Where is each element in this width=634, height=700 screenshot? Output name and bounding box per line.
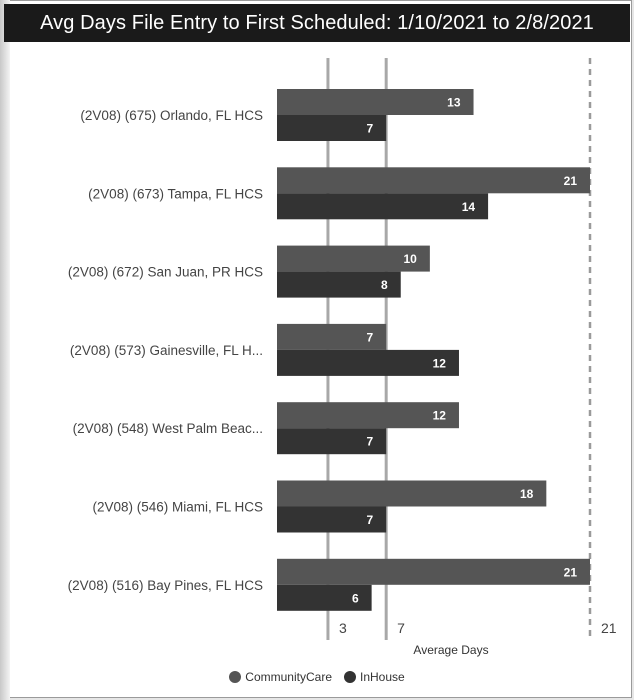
category-label: (2V08) (675) Orlando, FL HCS <box>80 108 263 123</box>
bar-inhouse <box>277 428 387 455</box>
x-axis-title: Average Days <box>413 643 488 657</box>
data-label-inhouse: 7 <box>366 513 373 527</box>
chart-title: Avg Days File Entry to First Scheduled: … <box>40 11 594 34</box>
left-edge-shadow <box>0 0 10 700</box>
category-label: (2V08) (673) Tampa, FL HCS <box>88 186 263 201</box>
bar-communitycare <box>277 402 459 429</box>
category-label: (2V08) (548) West Palm Beac... <box>73 421 263 436</box>
data-label-communitycare: 7 <box>366 330 373 344</box>
bar-inhouse <box>277 115 387 141</box>
bar-inhouse <box>277 349 459 376</box>
data-label-communitycare: 21 <box>564 174 578 188</box>
bar-communitycare <box>277 245 430 272</box>
bar-inhouse <box>277 506 387 533</box>
data-label-inhouse: 7 <box>366 122 373 136</box>
data-label-communitycare: 12 <box>433 409 447 423</box>
x-tick-label-7: 7 <box>397 620 405 636</box>
legend-label-communitycare: CommunityCare <box>245 670 332 684</box>
category-label: (2V08) (546) Miami, FL HCS <box>92 500 263 515</box>
chart-title-bar: Avg Days File Entry to First Scheduled: … <box>4 4 630 42</box>
bar-communitycare <box>277 89 474 115</box>
legend-item-inhouse: InHouse <box>344 670 405 684</box>
data-label-inhouse: 7 <box>366 435 373 449</box>
data-label-communitycare: 21 <box>564 565 578 579</box>
data-label-communitycare: 10 <box>404 252 418 266</box>
chart-legend: CommunityCare InHouse <box>0 670 634 684</box>
data-label-communitycare: 18 <box>520 487 534 501</box>
category-label: (2V08) (573) Gainesville, FL H... <box>70 343 263 358</box>
x-tick-label-3: 3 <box>339 620 347 636</box>
data-label-inhouse: 14 <box>462 200 476 214</box>
bar-communitycare <box>277 323 387 350</box>
category-label: (2V08) (516) Bay Pines, FL HCS <box>68 578 263 593</box>
bar-inhouse <box>277 584 372 611</box>
x-tick-label-21: 21 <box>601 620 617 636</box>
data-label-inhouse: 8 <box>381 278 388 292</box>
data-label-communitycare: 13 <box>447 96 461 110</box>
data-label-inhouse: 6 <box>352 591 359 605</box>
data-label-inhouse: 12 <box>433 356 447 370</box>
category-label: (2V08) (672) San Juan, PR HCS <box>68 265 263 280</box>
bar-inhouse <box>277 193 489 220</box>
bar-communitycare <box>277 558 590 585</box>
bar-communitycare <box>277 167 590 194</box>
legend-marker-communitycare <box>229 671 242 683</box>
bar-communitycare <box>277 480 547 507</box>
legend-item-communitycare: CommunityCare <box>229 670 332 684</box>
legend-marker-inhouse <box>344 671 356 683</box>
legend-label-inhouse: InHouse <box>360 670 405 684</box>
bar-inhouse <box>277 271 401 298</box>
